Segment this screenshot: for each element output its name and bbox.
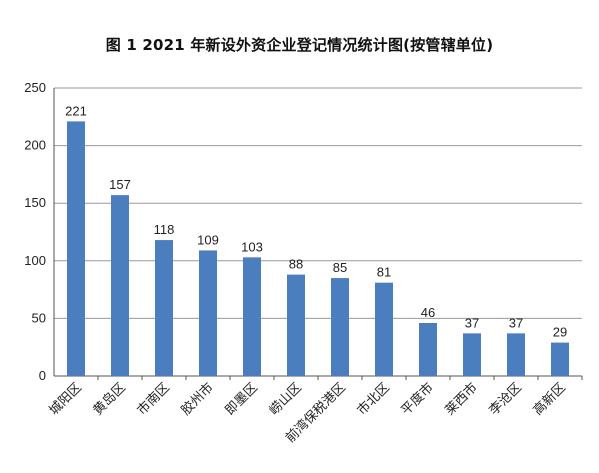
data-label: 221	[65, 103, 87, 118]
data-label: 109	[197, 232, 219, 247]
bar	[507, 333, 525, 376]
chart-title: 图 1 2021 年新设外资企业登记情况统计图(按管辖单位)	[105, 36, 494, 54]
category-label: 胶州市	[178, 380, 217, 419]
y-tick-label: 50	[32, 310, 46, 325]
bar	[331, 278, 349, 376]
data-label: 85	[333, 260, 347, 275]
data-label: 29	[553, 325, 567, 340]
bar	[375, 282, 393, 376]
category-label: 高新区	[530, 380, 569, 419]
y-tick-label: 100	[24, 253, 46, 268]
data-label: 103	[241, 239, 263, 254]
data-label: 81	[377, 265, 391, 280]
y-tick-label: 200	[24, 138, 46, 153]
y-tick-label: 0	[39, 368, 46, 383]
category-label: 城阳区	[47, 380, 85, 418]
category-label: 黄岛区	[90, 380, 129, 419]
y-tick-label: 150	[24, 195, 46, 210]
bar	[287, 274, 305, 376]
category-label: 市北区	[354, 380, 393, 419]
data-label: 37	[465, 315, 479, 330]
data-label: 37	[509, 315, 523, 330]
bar	[155, 240, 173, 376]
bar	[199, 250, 217, 376]
bar	[419, 323, 437, 376]
bar	[551, 342, 569, 376]
data-label: 46	[421, 305, 435, 320]
bar	[111, 195, 129, 376]
data-label: 118	[154, 222, 175, 237]
category-label: 莱西市	[442, 380, 481, 419]
bar	[463, 333, 481, 376]
bar	[243, 257, 261, 376]
category-label: 即墨区	[223, 380, 261, 418]
category-label: 市南区	[134, 380, 173, 419]
category-label: 平度市	[398, 380, 437, 419]
bar	[67, 121, 85, 377]
category-label: 崂山区	[267, 380, 305, 418]
y-tick-label: 250	[24, 80, 46, 95]
data-label: 88	[289, 257, 303, 272]
data-label: 157	[109, 177, 131, 192]
category-label: 李沧区	[486, 380, 525, 419]
